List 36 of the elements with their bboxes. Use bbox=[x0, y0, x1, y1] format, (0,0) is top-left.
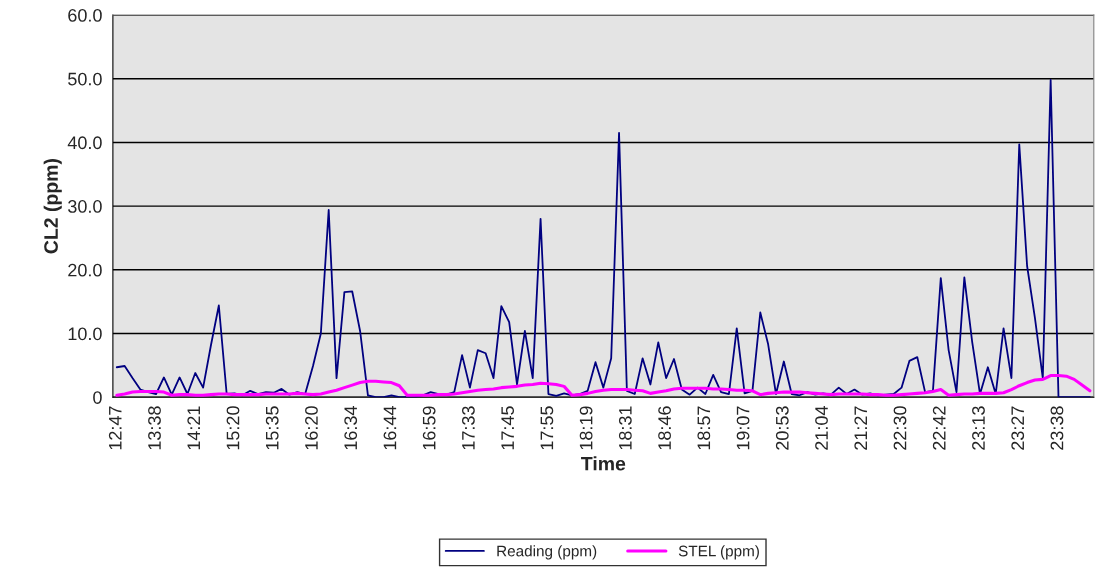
y-tick-label: 10.0 bbox=[68, 327, 102, 341]
y-tick-label: 60.0 bbox=[68, 8, 102, 22]
y-tick-label: 40.0 bbox=[67, 136, 102, 150]
legend-label: STEL (ppm) bbox=[678, 545, 759, 560]
x-tick-label: 15:35 bbox=[265, 406, 279, 450]
x-tick-label: 18:31 bbox=[618, 406, 632, 450]
x-tick-label: 16:59 bbox=[422, 406, 436, 450]
x-tick-label: 12:47 bbox=[108, 406, 122, 450]
x-tick-label: 18:46 bbox=[658, 406, 671, 450]
legend-label: Reading (ppm) bbox=[497, 545, 597, 560]
x-tick-label: 22:42 bbox=[932, 406, 946, 450]
x-tick-label: 21:27 bbox=[854, 406, 867, 450]
x-tick-label: 21:04 bbox=[815, 406, 828, 450]
y-tick-label: 0 bbox=[93, 391, 102, 404]
x-tick-label: 16:20 bbox=[305, 406, 318, 450]
x-tick-label: 16:34 bbox=[344, 406, 358, 450]
x-tick-label: 18:57 bbox=[697, 406, 711, 450]
y-tick-label: 30.0 bbox=[68, 200, 102, 213]
x-tick-label: 17:55 bbox=[540, 406, 554, 450]
x-tick-label: 16:44 bbox=[383, 406, 397, 450]
x-tick-label: 23:13 bbox=[972, 406, 985, 450]
x-tick-label: 18:19 bbox=[579, 406, 593, 450]
x-axis-title: Time bbox=[581, 456, 626, 471]
x-tick-label: 13:38 bbox=[148, 406, 161, 450]
x-tick-label: 22:30 bbox=[893, 406, 907, 450]
y-tick-label: 20.0 bbox=[68, 263, 102, 277]
x-tick-label: 23:38 bbox=[1050, 406, 1064, 450]
x-tick-label: 19:07 bbox=[736, 406, 750, 450]
x-tick-label: 15:20 bbox=[226, 406, 240, 450]
x-tick-label: 14:21 bbox=[187, 406, 200, 450]
x-tick-label: 17:33 bbox=[462, 406, 475, 450]
y-axis-title: CL2 (ppm) bbox=[43, 159, 62, 254]
x-tick-label: 20:53 bbox=[775, 406, 789, 450]
x-tick-label: 17:45 bbox=[501, 406, 515, 450]
x-tick-label: 23:27 bbox=[1011, 406, 1025, 450]
y-tick-label: 50.0 bbox=[68, 72, 102, 86]
